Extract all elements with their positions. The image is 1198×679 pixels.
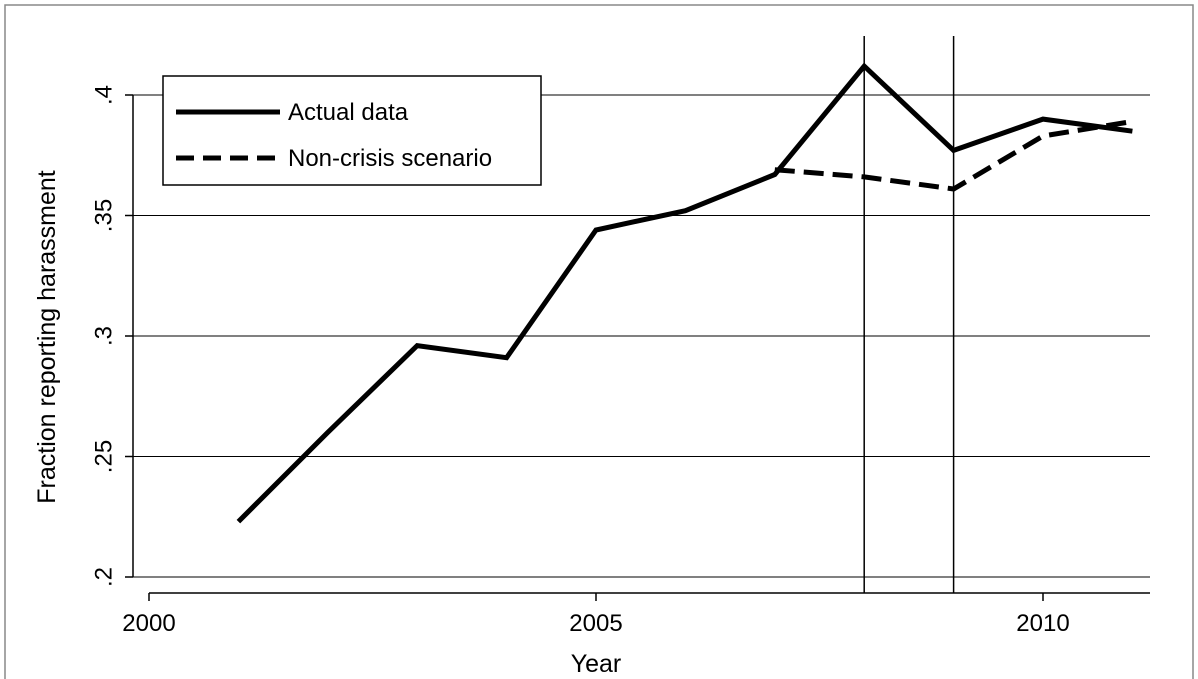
legend-label-non-crisis-scenario: Non-crisis scenario [288, 145, 492, 172]
legend: Actual data Non-crisis scenario [162, 75, 542, 186]
y-axis-title: Fraction reporting harassment [33, 170, 61, 504]
x-axis-title: Year [571, 650, 622, 678]
axes [125, 94, 1150, 601]
legend-box [162, 75, 542, 186]
y-tick-label-1: .25 [90, 440, 117, 473]
series-layer [236, 62, 1133, 524]
y-tick-label-2: .3 [90, 326, 117, 346]
figure-border [4, 4, 1194, 679]
series-line-non-crisis-scenario [774, 119, 1133, 192]
x-tick-label-0: 2000 [122, 610, 175, 637]
y-tick-label-4: .4 [90, 85, 117, 105]
y-tick-label-0: .2 [90, 567, 117, 587]
x-tick-label-2: 2010 [1016, 610, 1069, 637]
tick-labels: .2 .25 .3 .35 .4 2000 2005 2010 [90, 85, 1069, 637]
reference-lines [863, 36, 955, 593]
legend-label-actual-data: Actual data [288, 99, 409, 126]
x-tick-label-1: 2005 [569, 610, 622, 637]
y-tick-label-3: .35 [90, 199, 117, 232]
series-line-actual-data [236, 62, 1133, 524]
